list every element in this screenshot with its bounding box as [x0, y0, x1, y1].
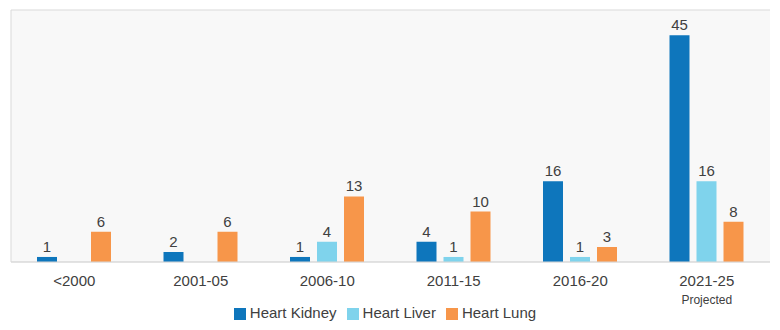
- html-text:Heart Lung: Heart Lung: [461, 304, 537, 321]
- svg-text:2011-15: 2011-15: [427, 272, 481, 289]
- svg-text:4: 4: [422, 223, 430, 240]
- svg-text:Projected: Projected: [681, 293, 732, 307]
- svg-text:1: 1: [576, 238, 584, 255]
- svg-text:2001-05: 2001-05: [173, 272, 228, 289]
- svg-text:2021-25: 2021-25: [679, 272, 734, 289]
- html-text:Heart Liver: Heart Liver: [362, 304, 436, 321]
- svg-text:13: 13: [346, 177, 363, 194]
- svg-text:45: 45: [671, 16, 688, 33]
- svg-text:16: 16: [545, 162, 562, 179]
- svg-text:4: 4: [323, 223, 331, 240]
- svg-text:1: 1: [449, 238, 457, 255]
- svg-text:2006-10: 2006-10: [300, 272, 355, 289]
- html-text:Heart Kidney: Heart Kidney: [249, 304, 337, 321]
- svg-text:3: 3: [603, 228, 611, 245]
- svg-text:<2000: <2000: [53, 272, 95, 289]
- svg-text:1: 1: [43, 238, 51, 255]
- svg-text:6: 6: [97, 213, 105, 230]
- svg-text:8: 8: [729, 203, 737, 220]
- svg-text:6: 6: [223, 213, 231, 230]
- svg-text:16: 16: [698, 162, 715, 179]
- svg-text:10: 10: [472, 193, 489, 210]
- svg-text:1: 1: [296, 238, 304, 255]
- svg-text:2: 2: [169, 233, 177, 250]
- svg-text:2016-20: 2016-20: [553, 272, 608, 289]
